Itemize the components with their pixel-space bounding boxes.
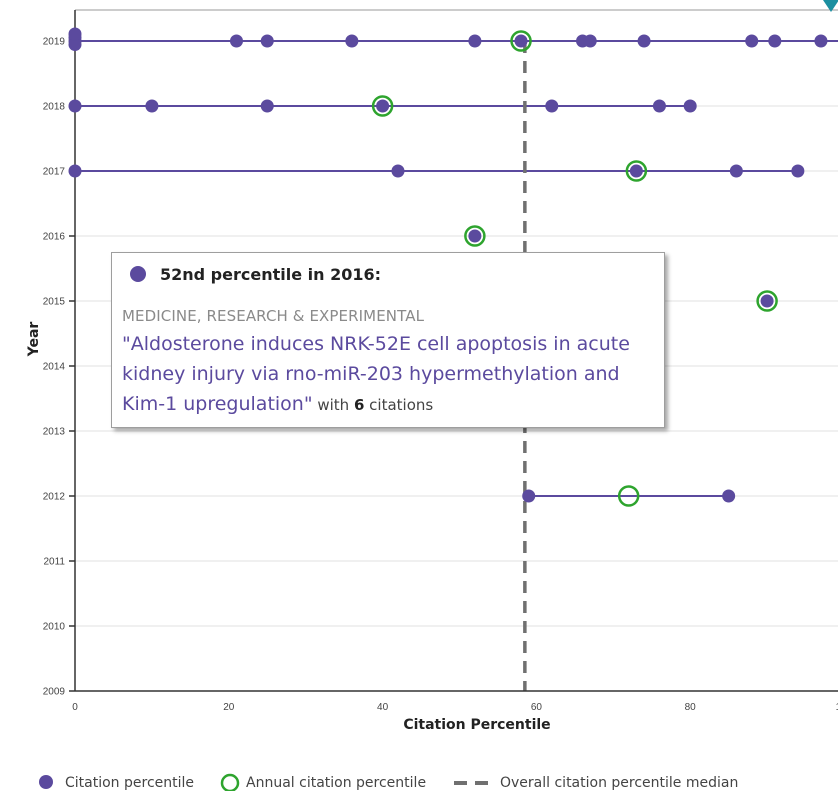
x-tick-label: 80 bbox=[685, 702, 697, 713]
annual-percentile-ring bbox=[617, 485, 640, 507]
annual-rings bbox=[371, 30, 778, 507]
citation-point bbox=[514, 34, 528, 48]
x-tick-label: 0 bbox=[72, 702, 78, 713]
legend-marker-citation-percentile bbox=[39, 775, 53, 789]
citation-point bbox=[814, 34, 828, 48]
annual-percentile-ring bbox=[625, 160, 648, 182]
x-tick-label: 40 bbox=[377, 702, 389, 713]
tooltip-category: MEDICINE, RESEARCH & EXPERIMENTAL bbox=[122, 307, 425, 325]
citation-point bbox=[145, 99, 159, 113]
citation-point bbox=[391, 164, 405, 178]
citation-point bbox=[468, 229, 482, 243]
tooltip-article: "Aldosterone induces NRK-52E cell apopto… bbox=[122, 329, 662, 420]
citation-point bbox=[522, 489, 536, 503]
y-tick-label: 2015 bbox=[43, 297, 66, 308]
citation-point bbox=[545, 99, 559, 113]
y-tick-label: 2018 bbox=[43, 102, 66, 113]
citation-point bbox=[68, 38, 82, 51]
citation-point bbox=[729, 164, 743, 178]
y-tick-label: 2013 bbox=[43, 427, 66, 438]
citation-point bbox=[583, 34, 597, 48]
x-tick-label: 60 bbox=[531, 702, 543, 713]
y-tick-label: 2011 bbox=[43, 557, 65, 568]
annual-percentile-ring bbox=[510, 30, 532, 52]
annual-percentile-ring bbox=[464, 225, 486, 247]
legend-label-annual-citation-percentile: Annual citation percentile bbox=[246, 775, 426, 791]
y-tick-label: 2014 bbox=[43, 362, 66, 373]
y-tick-label: 2017 bbox=[43, 167, 66, 178]
data-points bbox=[68, 27, 828, 503]
y-tick-label: 2016 bbox=[43, 232, 66, 243]
y-tick-label: 2012 bbox=[43, 492, 66, 503]
tooltip-header: 52nd percentile in 2016: bbox=[122, 263, 654, 285]
x-axis-title: Citation Percentile bbox=[403, 717, 550, 733]
citation-point bbox=[791, 164, 805, 178]
legend-label-median: Overall citation percentile median bbox=[500, 775, 738, 791]
tooltip-point-icon bbox=[130, 266, 146, 282]
citation-point bbox=[68, 27, 82, 41]
citation-point bbox=[229, 34, 243, 48]
citation-point bbox=[760, 294, 774, 308]
citation-point bbox=[68, 164, 82, 178]
tooltip: 52nd percentile in 2016: MEDICINE, RESEA… bbox=[111, 252, 665, 428]
citation-point bbox=[683, 99, 697, 113]
citation-point bbox=[468, 34, 482, 48]
x-tick-label: 20 bbox=[223, 702, 235, 713]
y-tick-label: 2009 bbox=[43, 687, 66, 698]
tooltip-article-title[interactable]: "Aldosterone induces NRK-52E cell apopto… bbox=[122, 333, 630, 415]
annual-percentile-ring bbox=[371, 95, 394, 117]
citation-point bbox=[722, 489, 736, 503]
annual-percentile-ring bbox=[756, 290, 778, 312]
citation-point bbox=[768, 34, 782, 48]
citation-point bbox=[68, 99, 82, 113]
tooltip-with-text: with bbox=[312, 396, 354, 414]
citation-point bbox=[745, 34, 759, 48]
tooltip-citations-text: citations bbox=[364, 396, 434, 414]
axes: 2009 2010 2011 2012 2013 2014 2015 2016 2017 2018… bbox=[43, 10, 838, 713]
citation-point bbox=[652, 99, 666, 113]
citation-point bbox=[629, 164, 643, 178]
y-tick-label: 2010 bbox=[43, 622, 66, 633]
citation-point bbox=[260, 34, 274, 48]
citation-point bbox=[345, 34, 359, 48]
legend: Citation percentile Annual citation perc… bbox=[39, 773, 738, 791]
tooltip-heading: 52nd percentile in 2016: bbox=[160, 264, 382, 284]
tooltip-citation-count: 6 bbox=[353, 396, 365, 414]
y-axis-title: Year bbox=[26, 322, 42, 358]
citation-point bbox=[637, 34, 651, 48]
citation-point bbox=[260, 99, 274, 113]
legend-label-citation-percentile: Citation percentile bbox=[65, 775, 194, 791]
x-tick-label: 100 bbox=[836, 702, 838, 713]
y-tick-label: 2019 bbox=[43, 37, 66, 48]
legend-marker-annual-citation-percentile bbox=[220, 773, 240, 791]
corner-triangle-icon bbox=[823, 0, 838, 12]
citation-point bbox=[376, 99, 390, 113]
